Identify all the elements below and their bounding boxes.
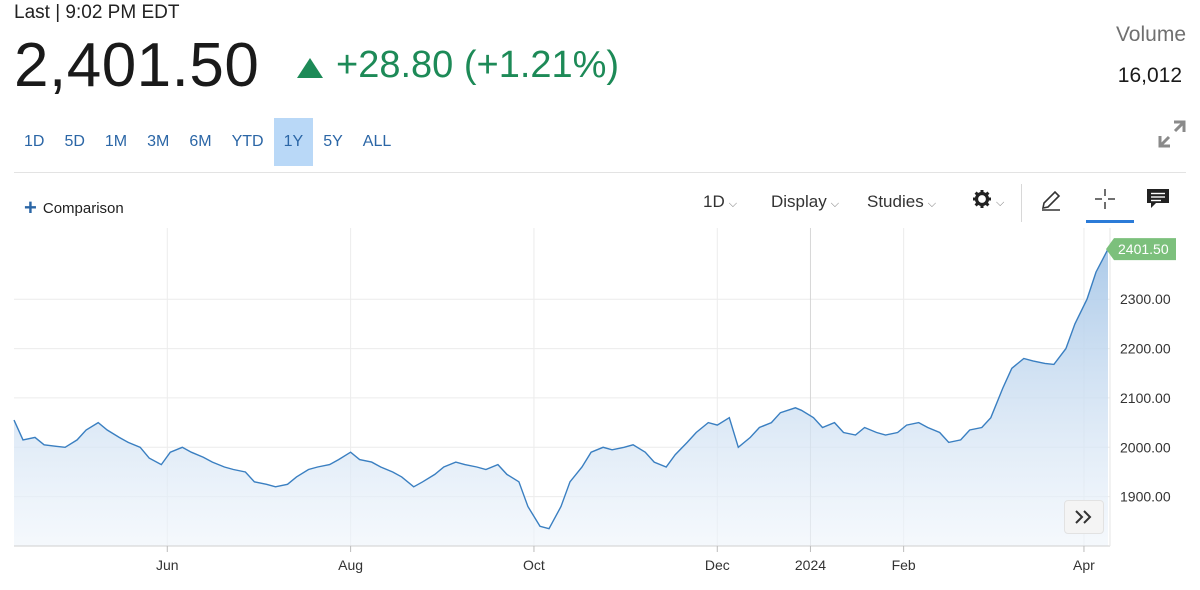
chevron-down-icon: ⌵ [830, 198, 840, 210]
range-tab-6m[interactable]: 6M [189, 133, 212, 150]
range-tab-1m[interactable]: 1M [104, 133, 128, 150]
comparison-label: Comparison [42, 200, 124, 217]
range-tab-3m[interactable]: 3M [147, 133, 170, 150]
y-ticks: 2300.00 2200.00 2100.00 2000.00 1900.00 [1120, 291, 1171, 504]
volume-value: 16,012 [1117, 64, 1182, 87]
crosshair-icon[interactable] [1094, 188, 1116, 210]
last-value-label: 2401.50 [1118, 241, 1169, 257]
price-line [13, 248, 1109, 530]
last-price: 2,401.50 [14, 31, 260, 100]
last-value-badge: 2401.50 [1106, 238, 1176, 261]
range-tabs: 1D 5D 1M 3M 6M YTD 1Y 5Y ALL [14, 118, 401, 166]
interval-label: 1D [703, 192, 725, 211]
x-tick-label: Aug [338, 557, 363, 573]
last-value-badge-shape [1106, 238, 1176, 261]
plus-icon: + [24, 195, 37, 220]
y-tick-label: 2200.00 [1120, 341, 1171, 357]
y-tick-label: 2100.00 [1120, 390, 1171, 406]
display-label: Display [771, 192, 827, 211]
range-tab-ytd[interactable]: YTD [231, 133, 264, 150]
studies-dropdown[interactable]: Studies ⌵ [867, 192, 936, 212]
x-tick-label: Feb [892, 557, 916, 573]
price-area [14, 249, 1108, 546]
settings-dropdown[interactable]: ⌵ [972, 189, 1004, 211]
last-update-label: Last | 9:02 PM EDT [14, 2, 180, 23]
chevron-down-icon: ⌵ [728, 198, 738, 210]
y-tick-label: 2000.00 [1120, 439, 1171, 455]
range-tab-5d[interactable]: 5D [64, 133, 85, 150]
x-tick-label: 2024 [795, 557, 826, 573]
scroll-right-button[interactable] [1064, 500, 1104, 534]
x-tick-label: Dec [705, 557, 730, 573]
pencil-icon[interactable] [1039, 188, 1063, 212]
x-tick-label: Jun [156, 557, 179, 573]
double-chevron-right-icon [1075, 510, 1092, 524]
active-tool-indicator [1086, 220, 1134, 223]
chevron-down-icon: ⌵ [927, 198, 937, 210]
y-tick-label: 1900.00 [1120, 489, 1171, 505]
header-divider [14, 172, 1186, 173]
chevron-down-icon: ⌵ [996, 197, 1005, 209]
interval-dropdown[interactable]: 1D ⌵ [703, 192, 737, 212]
x-tick-label: Apr [1073, 557, 1095, 573]
comment-icon[interactable] [1146, 188, 1170, 210]
volume-label: Volume [1115, 23, 1186, 46]
up-triangle-icon [297, 58, 323, 78]
x-tick-label: Oct [523, 557, 545, 573]
studies-label: Studies [867, 192, 924, 211]
range-tab-5y[interactable]: 5Y [323, 133, 343, 150]
range-tab-all[interactable]: ALL [362, 133, 392, 150]
price-change: +28.80 (+1.21%) [336, 44, 620, 86]
display-dropdown[interactable]: Display ⌵ [771, 192, 839, 212]
comparison-button[interactable]: + Comparison [24, 195, 124, 221]
toolbar-separator [1021, 184, 1022, 222]
price-chart[interactable]: Jun Aug Oct Dec 2024 Feb Apr 2300.00 2200.00 210… [0, 228, 1200, 590]
range-tab-1d[interactable]: 1D [24, 133, 45, 150]
range-tab-1y[interactable]: 1Y [273, 118, 314, 166]
expand-icon[interactable] [1156, 118, 1188, 150]
y-tick-label: 2300.00 [1120, 291, 1171, 307]
gear-icon [973, 190, 991, 208]
x-ticks: Jun Aug Oct Dec 2024 Feb Apr [156, 546, 1095, 573]
